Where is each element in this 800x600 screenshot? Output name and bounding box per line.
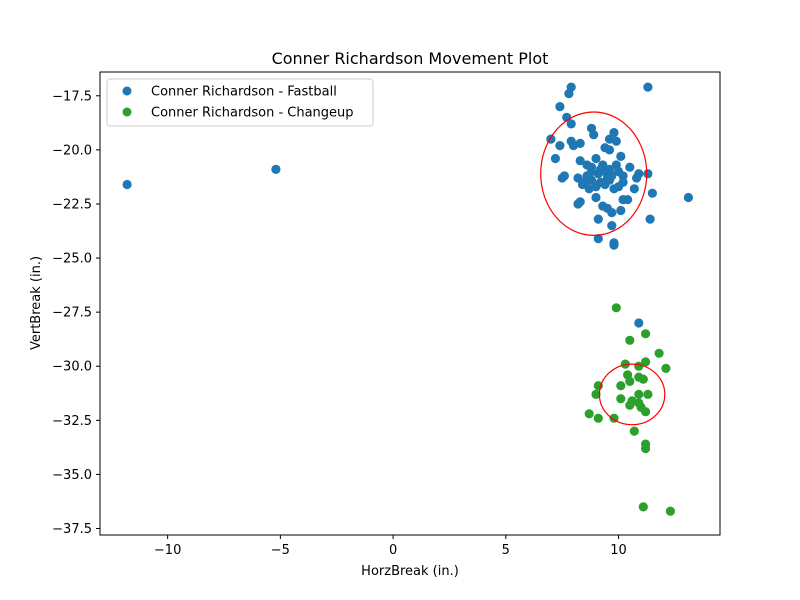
y-axis-label: VertBreak (in.) bbox=[29, 256, 44, 350]
data-point bbox=[575, 156, 585, 166]
data-point bbox=[566, 119, 576, 129]
y-tick-label: −17.5 bbox=[52, 89, 92, 104]
data-point bbox=[645, 214, 655, 224]
data-point bbox=[591, 389, 601, 399]
cluster-ellipse-1 bbox=[540, 111, 648, 237]
legend-marker-changeup bbox=[122, 107, 132, 117]
data-point bbox=[638, 374, 648, 384]
series-fastball bbox=[122, 82, 694, 328]
data-point bbox=[625, 376, 635, 386]
x-tick-label: 5 bbox=[502, 543, 510, 558]
data-point bbox=[613, 182, 624, 192]
data-point bbox=[584, 409, 594, 419]
data-point bbox=[591, 182, 601, 192]
data-point bbox=[593, 214, 603, 224]
cluster-ellipse-2 bbox=[598, 363, 666, 426]
data-point bbox=[634, 389, 644, 399]
data-point bbox=[607, 221, 617, 231]
x-tick-label: −10 bbox=[154, 543, 181, 558]
data-point bbox=[629, 184, 639, 194]
data-point bbox=[611, 303, 621, 313]
axes: −10 −5 0 5 10 −17.5 −20.0 −22.5 −25.0 −27.5 −30.0 −… bbox=[52, 71, 721, 558]
data-point bbox=[625, 400, 635, 410]
data-point bbox=[555, 141, 565, 151]
data-point bbox=[661, 363, 671, 373]
y-tick-label: −37.5 bbox=[52, 522, 92, 537]
data-point bbox=[643, 82, 653, 92]
data-point bbox=[634, 361, 644, 371]
y-tick-label: −22.5 bbox=[52, 197, 92, 212]
data-point bbox=[616, 394, 626, 404]
data-point bbox=[643, 169, 653, 179]
data-point bbox=[557, 173, 567, 183]
y-tick-label: −25.0 bbox=[52, 252, 92, 267]
data-point bbox=[122, 179, 132, 190]
data-point bbox=[625, 162, 635, 172]
data-point bbox=[632, 173, 642, 183]
data-point bbox=[616, 151, 626, 161]
data-point bbox=[641, 357, 651, 367]
data-point bbox=[616, 381, 626, 391]
data-point bbox=[623, 195, 633, 205]
data-point bbox=[573, 199, 583, 209]
data-point bbox=[593, 234, 603, 244]
data-point bbox=[641, 407, 651, 417]
data-point bbox=[575, 138, 585, 148]
data-point bbox=[593, 413, 603, 423]
data-point bbox=[638, 502, 648, 512]
x-tick-label: −5 bbox=[271, 543, 290, 558]
data-point bbox=[562, 112, 572, 122]
y-tick-label: −20.0 bbox=[52, 143, 92, 158]
data-point bbox=[589, 130, 599, 140]
data-point bbox=[609, 128, 619, 138]
y-tick-label: −35.0 bbox=[52, 468, 92, 483]
data-point bbox=[634, 318, 644, 328]
x-axis-label: HorzBreak (in.) bbox=[361, 564, 459, 579]
chart-title: Conner Richardson Movement Plot bbox=[272, 49, 549, 68]
legend-label-changeup: Conner Richardson - Changeup bbox=[151, 106, 354, 121]
data-point bbox=[654, 348, 664, 358]
data-point bbox=[595, 164, 606, 174]
data-point bbox=[647, 188, 658, 198]
data-point bbox=[613, 166, 624, 177]
data-point bbox=[625, 335, 635, 345]
data-point bbox=[643, 389, 653, 399]
data-point bbox=[641, 443, 651, 454]
x-tick-label: 0 bbox=[389, 543, 397, 558]
data-point bbox=[555, 102, 565, 112]
plot-area bbox=[122, 82, 694, 516]
data-point bbox=[616, 205, 626, 216]
data-point bbox=[607, 208, 617, 218]
x-tick-label: 10 bbox=[610, 543, 627, 558]
data-point bbox=[641, 329, 651, 339]
data-point bbox=[609, 240, 619, 250]
data-point bbox=[586, 162, 597, 172]
data-point bbox=[550, 153, 561, 164]
y-tick-label: −27.5 bbox=[52, 306, 92, 321]
legend: Conner Richardson - Fastball Conner Rich… bbox=[106, 78, 374, 127]
data-point bbox=[665, 506, 676, 516]
data-point bbox=[629, 426, 639, 436]
data-point bbox=[683, 192, 694, 203]
y-tick-label: −32.5 bbox=[52, 414, 92, 429]
data-point bbox=[582, 171, 592, 181]
data-point bbox=[611, 136, 621, 146]
legend-box bbox=[106, 78, 374, 127]
legend-marker-fastball bbox=[122, 86, 132, 96]
legend-label-fastball: Conner Richardson - Fastball bbox=[151, 85, 337, 100]
data-point bbox=[271, 164, 281, 174]
data-point bbox=[602, 173, 612, 183]
data-point bbox=[577, 179, 588, 190]
y-tick-label: −30.0 bbox=[52, 360, 92, 375]
data-point bbox=[591, 192, 601, 203]
data-point bbox=[573, 173, 583, 183]
data-point bbox=[564, 89, 574, 99]
axes-frame bbox=[99, 71, 721, 536]
data-point bbox=[591, 153, 601, 164]
data-point bbox=[604, 145, 615, 155]
